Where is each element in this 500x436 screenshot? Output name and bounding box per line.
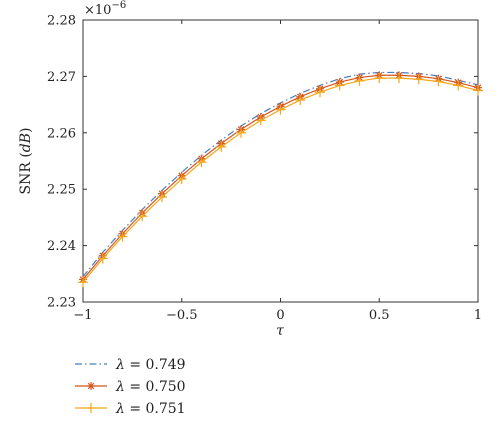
y-tick-label: 2.26 [47,126,76,141]
data-point [196,157,207,168]
x-tick-label: 1 [474,308,482,323]
series-layer [78,71,483,288]
data-point [473,85,483,96]
data-point [334,80,345,91]
legend-label-2: λ = 0.750 [115,379,186,395]
legend-item-2: λ = 0.750 [75,379,186,395]
legend-label-1: λ = 0.749 [115,357,186,373]
y-tick-label: 2.25 [47,183,76,198]
x-tick-label: 0 [276,308,284,323]
data-point [176,174,187,185]
plot-frame [82,19,479,303]
y-tick-label: 2.24 [47,239,76,254]
data-point [394,73,404,84]
data-point [374,73,385,84]
data-point [315,87,325,98]
series-3 [78,73,483,288]
data-point [275,104,286,115]
x-tick-label: 0.5 [369,308,390,323]
y-exponent-label: ×10−6 [84,0,126,18]
legend-marker-glyph [87,382,95,390]
data-point [255,115,266,126]
data-point [453,80,464,91]
x-tick-label: −0.5 [166,308,198,323]
y-tick-label: 2.28 [47,14,76,29]
data-point [78,277,88,288]
legend: λ = 0.749 λ = 0.750 λ = 0.751 [75,357,186,417]
data-point [216,141,227,152]
legend-label-3: λ = 0.751 [115,401,186,417]
x-tick-label: −1 [73,308,92,323]
x-axis-label: τ [276,323,284,339]
y-tick-label: 2.23 [47,296,76,311]
data-point [413,74,424,85]
data-point [354,75,365,86]
data-point [157,192,167,203]
data-point [117,231,128,242]
y-axis-label: SNR (dB) [18,127,34,194]
data-point [97,253,108,264]
ticks-layer: −1 −0.5 0 0.5 1 2.23 2.24 2.25 2.26 2.27 2.28 [47,14,482,324]
y-tick-label: 2.27 [47,70,76,85]
legend-marker-3 [86,403,96,413]
data-point [137,211,148,222]
legend-item-3: λ = 0.751 [75,401,186,417]
legend-marker-2 [87,382,95,390]
data-point [433,76,444,87]
legend-marker-glyph [86,403,96,413]
data-point [295,95,306,106]
legend-item-1: λ = 0.749 [75,357,186,373]
data-point [236,127,246,138]
